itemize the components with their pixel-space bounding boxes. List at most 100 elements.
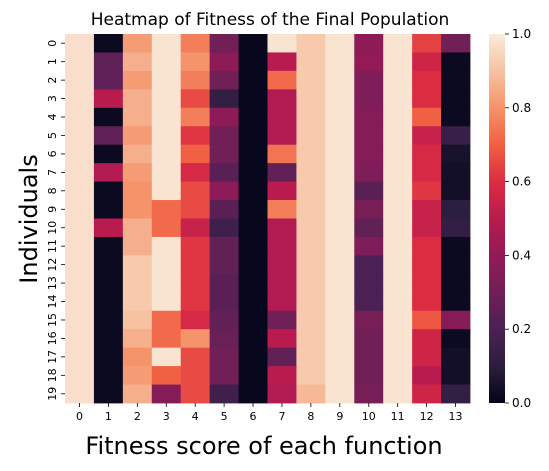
heatmap-cell [412,310,442,330]
heatmap-cell [267,218,297,238]
heatmap-cell [238,200,268,219]
heatmap-cell [267,292,297,312]
colorbar-tick-labels: 0.0 0.2 0.4 0.6 0.8 1.0 [505,27,531,410]
heatmap-cell [65,89,95,109]
y-tick-label: 14 [46,295,59,309]
heatmap-cell [325,329,355,349]
heatmap-cell [296,89,326,109]
heatmap-cell [93,292,124,312]
heatmap-cell [122,34,153,53]
heatmap-cell [441,292,471,312]
heatmap-cell [65,366,95,385]
heatmap-cell [65,236,95,256]
heatmap-cell [267,329,297,349]
heatmap-cell [441,366,471,385]
heatmap-cell [65,255,95,275]
heatmap-cell [383,218,413,238]
heatmap-cell [296,292,326,312]
heatmap-cell [412,89,442,109]
heatmap-cells [65,34,471,404]
heatmap-cell [238,218,268,238]
heatmap-cell [209,126,239,146]
heatmap-cell [325,255,355,275]
heatmap-cell [93,218,124,238]
x-tick-label: 9 [336,410,343,423]
x-tick-label: 12 [420,410,434,423]
heatmap-cell [209,310,239,330]
heatmap-cell [180,292,211,312]
heatmap-cell [180,163,211,182]
x-tick-labels: 0 1 2 3 4 5 6 7 8 9 10 11 12 13 [76,403,463,423]
heatmap-cell [412,255,442,275]
heatmap-cell [238,107,268,127]
heatmap-cell [209,181,239,201]
heatmap-cell [209,70,239,90]
heatmap-cell [180,310,211,330]
heatmap-cell [180,366,211,385]
heatmap-cell [412,218,442,238]
heatmap-cell [209,255,239,275]
y-tick-label: 18 [46,368,59,382]
heatmap-cell [209,384,239,404]
heatmap-cell [441,384,471,404]
heatmap-cell [122,144,153,164]
heatmap-cell [383,181,413,201]
heatmap-cell [267,255,297,275]
y-tick-label: 8 [46,187,59,194]
heatmap-cell [93,89,124,109]
heatmap-cell [383,126,413,146]
x-tick-label: 5 [221,410,228,423]
heatmap-cell [93,163,124,182]
heatmap-cell [93,366,124,385]
heatmap-cell [296,236,326,256]
heatmap-cell [383,310,413,330]
heatmap-cell [354,366,384,385]
heatmap-cell [180,89,211,109]
heatmap-cell [122,218,153,238]
x-tick-label: 1 [105,410,112,423]
chart-title: Heatmap of Fitness of the Final Populati… [91,10,450,30]
heatmap-cell [238,89,268,109]
heatmap-cell [412,384,442,404]
heatmap-cell [383,273,413,293]
heatmap-cell [93,310,124,330]
heatmap-cell [441,255,471,275]
heatmap-cell [267,107,297,127]
heatmap-cell [325,236,355,256]
heatmap-cell [65,34,95,53]
heatmap-cell [151,52,182,72]
heatmap-cell [180,52,211,72]
heatmap-cell [93,126,124,146]
heatmap-cell [383,329,413,349]
heatmap-cell [354,181,384,201]
heatmap-cell [238,273,268,293]
heatmap-cell [354,347,384,367]
heatmap-cell [238,236,268,256]
heatmap-cell [209,273,239,293]
heatmap-cell [151,273,182,293]
heatmap-cell [122,163,153,182]
heatmap-cell [122,384,153,404]
heatmap-cell [267,34,297,53]
heatmap-cell [325,144,355,164]
heatmap-cell [412,273,442,293]
heatmap-cell [441,70,471,90]
heatmap-cell [238,366,268,385]
heatmap-cell [441,310,471,330]
heatmap-cell [151,384,182,404]
heatmap-cell [122,89,153,109]
heatmap-cell [151,107,182,127]
heatmap-cell [93,52,124,72]
heatmap-cell [383,384,413,404]
heatmap-cell [383,107,413,127]
heatmap-cell [122,255,153,275]
heatmap-cell [238,310,268,330]
y-tick-label: 19 [46,387,59,401]
heatmap-cell [65,384,95,404]
heatmap-cell [383,144,413,164]
heatmap-cell [93,273,124,293]
x-tick-label: 2 [134,410,141,423]
y-tick-label: 15 [46,313,59,327]
heatmap-cell [296,366,326,385]
